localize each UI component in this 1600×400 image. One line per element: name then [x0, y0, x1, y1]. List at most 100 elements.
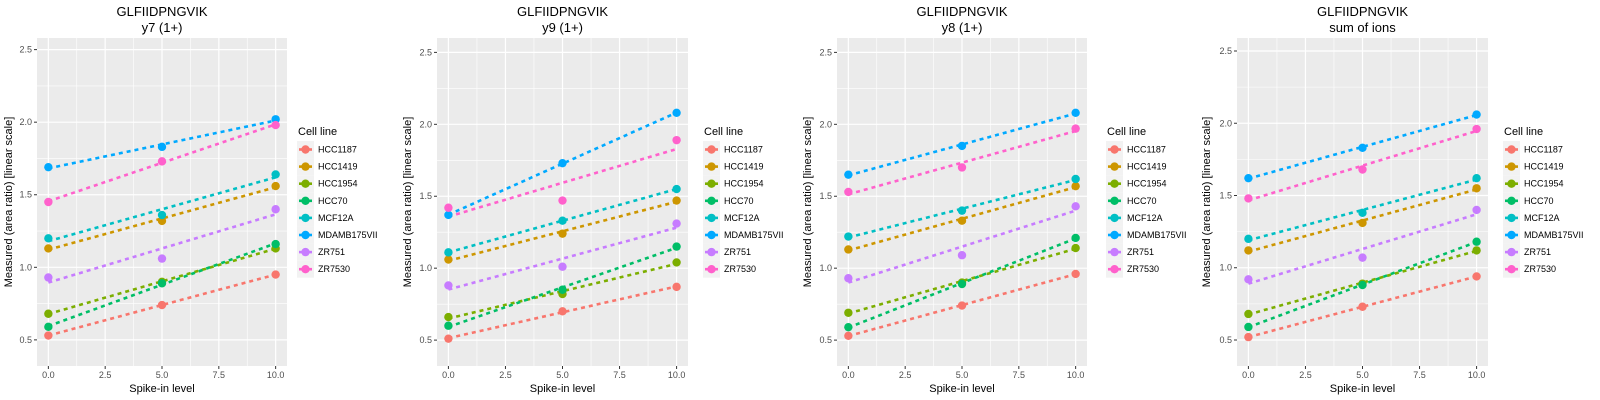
fit-line-mdamb175vii [447, 111, 678, 216]
data-point-zr7530 [44, 197, 53, 207]
y-axis-title: Measured (area ratio) [linear scale] [402, 117, 414, 288]
y-tick-label: 2.0 [819, 119, 832, 129]
data-point-hcc1187 [558, 307, 567, 316]
legend-key-point [1110, 213, 1119, 223]
data-point-mdamb175vii [558, 158, 567, 168]
legend-key-point [301, 162, 310, 171]
legend-key-point [1507, 247, 1516, 257]
legend-label: ZR751 [1127, 247, 1154, 257]
data-point-hcc70 [157, 279, 167, 288]
x-tick-label: 0.0 [1242, 370, 1255, 380]
legend-key-point [707, 196, 716, 205]
y-tick-label: 1.5 [1219, 190, 1232, 200]
data-point-zr7530 [1472, 124, 1481, 134]
legend-item: MDAMB175VII [1503, 226, 1584, 244]
data-point-hcc70 [558, 285, 567, 294]
legend-label: ZR7530 [1127, 264, 1159, 274]
data-point-hcc1187 [1244, 332, 1253, 342]
legend-label: MCF12A [1127, 213, 1163, 223]
legend-item: MCF12A [1106, 209, 1163, 227]
data-point-mcf12a [444, 248, 453, 257]
legend-item: MDAMB175VII [1106, 226, 1187, 244]
data-point-hcc1419 [444, 255, 453, 264]
legend-label: HCC1419 [724, 162, 764, 172]
legend-item: ZR7530 [703, 260, 756, 278]
x-tick-label: 10.0 [1067, 370, 1085, 380]
chart-title: GLFIIDPNGVIK [1317, 4, 1408, 19]
legend-label: MDAMB175VII [1524, 230, 1584, 240]
fit-line-mdamb175vii [48, 119, 276, 170]
x-tick-label: 10.0 [668, 370, 686, 380]
data-point-hcc1187 [672, 282, 681, 292]
x-axis-title: Spike-in level [530, 383, 595, 395]
legend-item: HCC1419 [703, 158, 764, 176]
x-tick-label: 2.5 [899, 370, 912, 380]
data-point-hcc70 [957, 279, 967, 289]
data-point-zr7530 [1358, 165, 1367, 174]
legend-key-point [707, 179, 716, 188]
y-axis-title: Measured (area ratio) [linear scale] [1201, 117, 1213, 288]
y-tick-label: 2.5 [419, 47, 432, 57]
legend-key-point [1507, 230, 1516, 240]
data-point-zr751 [444, 281, 453, 290]
legend-key-point [301, 213, 310, 223]
legend-item: HCC1954 [1503, 175, 1564, 193]
data-point-mcf12a [1472, 173, 1481, 183]
x-tick-label: 5.0 [1356, 370, 1369, 380]
legend-label: HCC70 [724, 196, 754, 206]
legend-label: HCC1954 [724, 179, 764, 189]
data-point-hcc70 [1358, 280, 1367, 290]
legend-label: ZR7530 [724, 264, 756, 274]
data-point-hcc1187 [157, 300, 167, 310]
data-point-hcc1187 [1071, 269, 1080, 279]
y-tick-label: 0.5 [819, 335, 832, 345]
chart-subtitle: sum of ions [1329, 20, 1396, 35]
legend: Cell line HCC1187 HCC1419 HCC1954 HCC70 MCF12… [297, 126, 378, 278]
data-point-zr751 [1244, 275, 1253, 284]
data-point-mdamb175vii [1244, 173, 1253, 183]
legend-item: HCC70 [1503, 192, 1554, 210]
legend-key-point [707, 145, 716, 154]
legend-key-point [1507, 145, 1516, 154]
legend-key-point [707, 230, 716, 240]
data-point-hcc1187 [44, 331, 53, 340]
legend-label: MDAMB175VII [1127, 230, 1187, 240]
data-point-hcc1954 [444, 312, 453, 322]
legend-label: MDAMB175VII [724, 230, 784, 240]
chart-subtitle: y7 (1+) [142, 20, 183, 35]
data-point-zr7530 [1071, 124, 1080, 133]
x-tick-label: 2.5 [99, 370, 112, 380]
data-point-hcc1187 [1472, 272, 1481, 281]
data-point-hcc1419 [44, 244, 53, 253]
x-tick-label: 0.0 [442, 370, 455, 380]
legend: Cell line HCC1187 HCC1419 HCC1954 HCC70 MCF12… [703, 126, 784, 278]
data-point-hcc1419 [558, 229, 567, 238]
legend: Cell line HCC1187 HCC1419 HCC1954 HCC70 MCF12… [1503, 126, 1584, 278]
data-point-mcf12a [44, 234, 53, 243]
legend-label: HCC1954 [1127, 179, 1167, 189]
y-tick-label: 1.0 [819, 263, 832, 273]
data-point-hcc70 [1071, 233, 1080, 243]
x-axis-title: Spike-in level [1330, 383, 1395, 395]
x-tick-label: 7.5 [213, 370, 226, 380]
data-point-zr751 [44, 273, 53, 282]
y-axis-title: Measured (area ratio) [linear scale] [3, 117, 15, 288]
data-point-mcf12a [1358, 208, 1367, 218]
data-point-hcc1419 [1244, 246, 1253, 255]
data-point-zr751 [1472, 205, 1481, 215]
x-tick-label: 5.0 [956, 370, 969, 380]
fit-line-hcc1954 [448, 262, 677, 320]
data-point-hcc1954 [1472, 246, 1481, 255]
x-tick-label: 2.5 [499, 370, 512, 380]
legend-label: ZR751 [318, 247, 345, 257]
legend-key-point [1507, 179, 1516, 188]
legend-key-point [1507, 213, 1516, 223]
legend-item: HCC1187 [1503, 141, 1563, 158]
legend-key-point [1507, 162, 1516, 171]
x-tick-label: 0.0 [842, 370, 855, 380]
data-point-zr7530 [271, 120, 280, 130]
legend-key-point [301, 145, 310, 154]
legend-label: MDAMB175VII [318, 230, 378, 240]
